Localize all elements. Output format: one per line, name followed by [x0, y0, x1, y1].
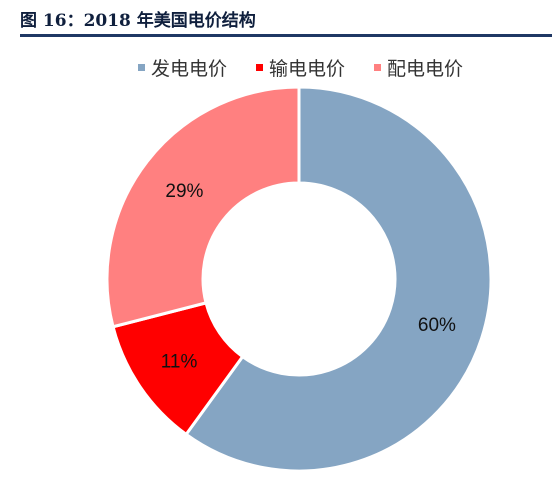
- legend-swatch-generation: [138, 64, 145, 71]
- legend-swatch-distribution: [374, 64, 381, 71]
- data-label-distribution: 29%: [165, 181, 203, 202]
- data-labels: 60% 11% 29%: [161, 181, 456, 372]
- title-underline: [20, 34, 552, 37]
- chart-legend: 发电电价 输电电价 配电电价: [138, 58, 463, 80]
- slice-generation: [184, 85, 493, 473]
- slice-distribution: [105, 85, 301, 329]
- donut-slices: [105, 85, 493, 473]
- legend-label-distribution: 配电电价: [387, 58, 463, 80]
- legend-swatch-transmission: [256, 64, 263, 71]
- figure-title: 图 16：2018 年美国电价结构: [20, 11, 256, 31]
- legend-label-transmission: 输电电价: [269, 58, 345, 80]
- data-label-transmission: 11%: [161, 352, 198, 373]
- legend-label-generation: 发电电价: [151, 58, 227, 80]
- data-label-generation: 60%: [418, 315, 456, 336]
